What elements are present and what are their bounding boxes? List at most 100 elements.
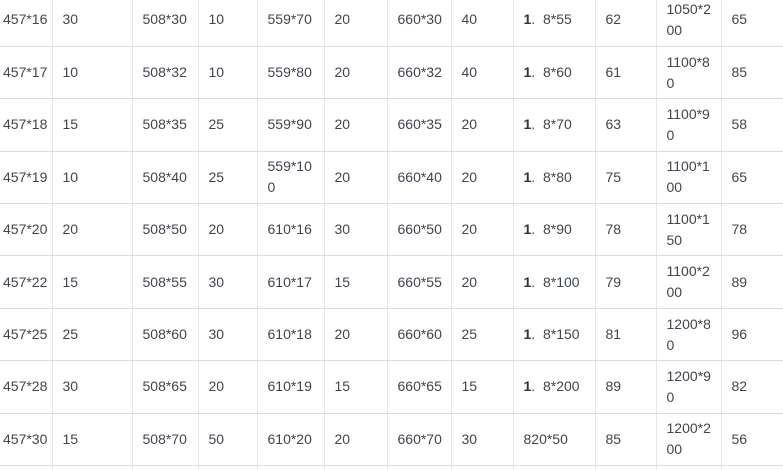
- bold-prefix: 1: [523, 11, 532, 28]
- table-cell: 508*30: [132, 0, 199, 47]
- table-cell: 50: [198, 413, 258, 467]
- table-cell: 508*35: [132, 98, 199, 152]
- table-cell: [387, 465, 452, 470]
- bold-prefix: 1: [523, 273, 532, 290]
- table-cell: 1200*80: [656, 308, 722, 362]
- table-cell: 1. 8*70: [513, 98, 596, 152]
- bold-prefix: 1: [523, 116, 532, 133]
- table-cell: [595, 465, 657, 470]
- table-cell: 15: [52, 413, 133, 467]
- table-cell: 20: [451, 255, 514, 309]
- table-cell: 660*60: [387, 308, 452, 362]
- table-cell: 30: [52, 0, 133, 47]
- table-cell: 10: [198, 0, 258, 47]
- table-cell: 65: [721, 151, 783, 205]
- table-cell: 610*16: [257, 203, 325, 257]
- table-cell: 1200*90: [656, 360, 722, 414]
- table-cell: 30: [52, 360, 133, 414]
- table-cell: 30: [451, 413, 514, 467]
- table-cell: 1. 8*200: [513, 360, 596, 414]
- table-cell: 457*18: [0, 98, 53, 152]
- table-row: 457*18 15 508*35 25 559*90 20 660*35 20 1. 8*70 6…: [0, 98, 783, 152]
- table-cell: 1200*200: [656, 413, 722, 467]
- table-cell: 559*100: [257, 151, 325, 205]
- table-cell: 63: [595, 98, 657, 152]
- table-cell: [513, 465, 596, 470]
- table-cell: 610*20: [257, 413, 325, 467]
- table-cell: 40: [451, 46, 514, 100]
- table-cell: 660*50: [387, 203, 452, 257]
- table-cell: 820*50: [513, 413, 596, 467]
- table-cell: 10: [52, 151, 133, 205]
- table-cell: [721, 465, 783, 470]
- table-cell: 15: [324, 255, 388, 309]
- table-cell: 82: [721, 360, 783, 414]
- table-cell: 89: [595, 360, 657, 414]
- table-cell: [656, 465, 722, 470]
- table-cell: 1100*100: [656, 151, 722, 205]
- table-cell: 10: [52, 46, 133, 100]
- table-cell: 508*60: [132, 308, 199, 362]
- table-cell: 660*70: [387, 413, 452, 467]
- table-cell: 85: [595, 413, 657, 467]
- table-cell: 610*19: [257, 360, 325, 414]
- table-cell: 15: [451, 360, 514, 414]
- table-cell: [132, 465, 199, 470]
- table-cell: 1100*200: [656, 255, 722, 309]
- table-cell: 457*20: [0, 203, 53, 257]
- table-cell: [257, 465, 325, 470]
- table-cell: 508*70: [132, 413, 199, 467]
- table-cell: 20: [451, 98, 514, 152]
- table-cell: 20: [52, 203, 133, 257]
- table-cell: 78: [721, 203, 783, 257]
- table-row: 457*19 10 508*40 25 559*100 20 660*40 20 1. 8*80…: [0, 151, 783, 205]
- table-row: 457*20 20 508*50 20 610*16 30 660*50 20 1. 8*90 7…: [0, 203, 783, 257]
- table-cell: 508*55: [132, 255, 199, 309]
- table-cell: 660*32: [387, 46, 452, 100]
- bold-prefix: 1: [523, 378, 532, 395]
- table-cell: 1100*80: [656, 46, 722, 100]
- table-cell: [198, 465, 258, 470]
- table-cell: 25: [451, 308, 514, 362]
- table-cell: 1. 8*80: [513, 151, 596, 205]
- table-cell: 40: [451, 0, 514, 47]
- table-cell: 660*55: [387, 255, 452, 309]
- table-cell: 1. 8*55: [513, 0, 596, 47]
- table-row: 457*25 25 508*60 30 610*18 20 660*60 25 1. 8*150…: [0, 308, 783, 362]
- table-cell: 610*18: [257, 308, 325, 362]
- table-cell: 58: [721, 98, 783, 152]
- table-cell: 457*30: [0, 413, 53, 467]
- table-cell: 559*90: [257, 98, 325, 152]
- table-cell: 20: [324, 308, 388, 362]
- table-cell: [324, 465, 388, 470]
- table-row: 457*28 30 508*65 20 610*19 15 660*65 15 1. 8*200…: [0, 360, 783, 414]
- table-cell: 10: [198, 46, 258, 100]
- table-cell: 508*32: [132, 46, 199, 100]
- table-cell: 1100*90: [656, 98, 722, 152]
- table-row: 457*30 15 508*70 50 610*20 20 660*70 30 820*50 85…: [0, 413, 783, 467]
- table-cell: 20: [324, 0, 388, 47]
- table-cell: 75: [595, 151, 657, 205]
- table-cell: 25: [198, 98, 258, 152]
- table-cell: 20: [451, 203, 514, 257]
- bold-prefix: 1: [523, 168, 532, 185]
- bold-prefix: 1: [523, 64, 532, 81]
- table-cell: 457*19: [0, 151, 53, 205]
- bold-prefix: 1: [523, 221, 532, 238]
- table-cell: 508*65: [132, 360, 199, 414]
- table-cell: 15: [52, 98, 133, 152]
- table-cell: 1. 8*100: [513, 255, 596, 309]
- table-cell: 559*80: [257, 46, 325, 100]
- table-cell: 1. 8*150: [513, 308, 596, 362]
- table-cell: 96: [721, 308, 783, 362]
- table-cell: 20: [324, 46, 388, 100]
- table-cell: 62: [595, 0, 657, 47]
- table-cell: 660*30: [387, 0, 452, 47]
- table-row: 457*16 30 508*30 10 559*70 20 660*30 40 1. 8*55 6…: [0, 0, 783, 47]
- table-cell: 78: [595, 203, 657, 257]
- table-row: 457*17 10 508*32 10 559*80 20 660*32 40 1. 8*60 6…: [0, 46, 783, 100]
- table-cell: 30: [198, 308, 258, 362]
